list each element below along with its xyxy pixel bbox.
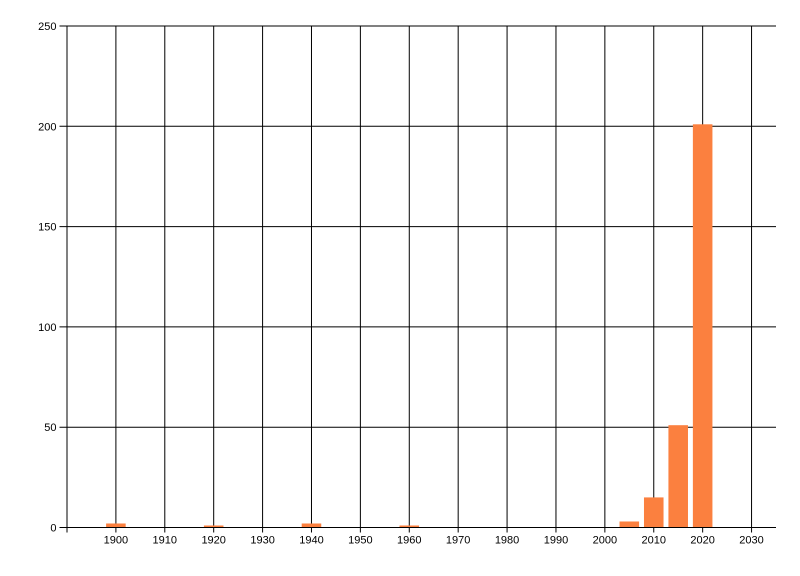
x-tick-label: 2010 [642,535,666,547]
y-tick-label: 100 [38,322,56,334]
y-tick-label: 0 [50,523,56,535]
x-tick-label: 2000 [593,535,617,547]
y-tick-label: 200 [38,121,56,133]
x-tick-label: 2030 [739,535,763,547]
x-tick-label: 1960 [397,535,421,547]
bar-1940 [301,523,322,528]
y-tick-label: 250 [38,21,56,33]
x-tick-label: 1910 [153,535,177,547]
bar-1960 [399,525,420,528]
x-tick-label: 2020 [690,535,714,547]
y-tick-label: 50 [44,422,56,434]
bar-2005 [619,521,640,528]
plot-area [67,26,776,528]
x-tick-label: 1990 [544,535,568,547]
x-tick-label: 1980 [495,535,519,547]
x-tick-label: 1970 [446,535,470,547]
bar-1920 [203,525,224,528]
x-tick-label: 1950 [348,535,372,547]
bar-2015 [668,425,688,528]
x-tick-label: 1900 [104,535,128,547]
x-tick-label: 1930 [250,535,274,547]
bar-1900 [106,523,126,528]
bar-2010 [643,497,664,528]
y-tick-label: 150 [38,222,56,234]
bar-2020 [692,124,713,528]
x-tick-label: 1940 [299,535,323,547]
x-tick-label: 1920 [201,535,225,547]
